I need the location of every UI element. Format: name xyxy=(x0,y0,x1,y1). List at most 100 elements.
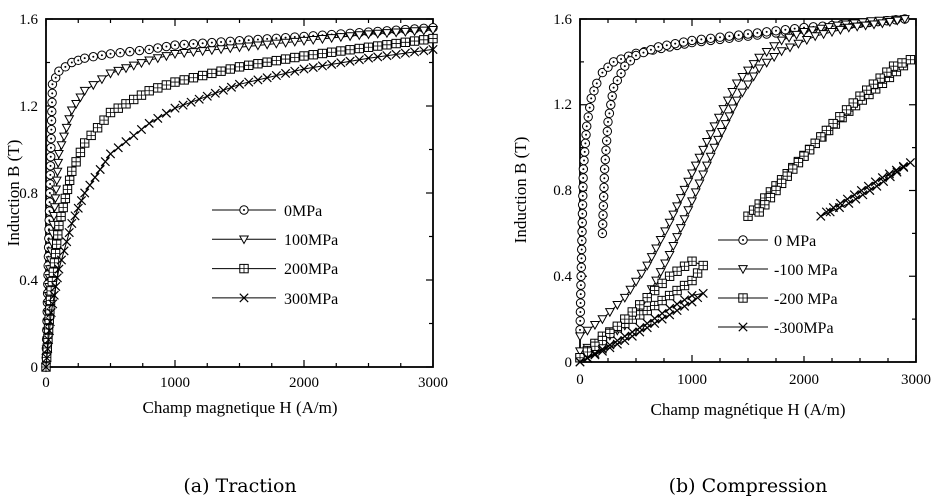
chart-a-series-2-marker-0-39-cross xyxy=(198,71,207,80)
chart-b-series-0-marker-0-11 xyxy=(577,226,587,237)
chart-a-series-2-marker-0-45-cross xyxy=(253,59,263,68)
chart-b-series-0-marker-0-6-dot xyxy=(580,275,583,278)
chart-a-series-0-marker-0-48 xyxy=(179,39,189,50)
chart-b-series-0-marker-0-12-dot xyxy=(581,221,584,224)
chart-b-tick-y-0: 0 xyxy=(565,355,573,371)
chart-a-series-1-marker-0-45-shape xyxy=(188,48,199,58)
chart-a-series-2-marker-0-11-cross xyxy=(50,258,59,268)
chart-b-series-2-marker-1-37-cross xyxy=(828,119,838,128)
chart-b-series-3-marker-0-31 xyxy=(590,348,600,359)
chart-a-series-0-marker-0-55 xyxy=(244,35,254,45)
chart-a-series-0-marker-0-22-dot xyxy=(49,164,52,167)
chart-a-series-0-marker-0-28-dot xyxy=(50,110,53,113)
chart-a-series-1-marker-0-28-shape xyxy=(64,115,75,125)
chart-b-series-1-marker-0-11 xyxy=(646,253,657,263)
chart-a-series-3-marker-0-10 xyxy=(52,273,62,283)
chart-a-series-0-marker-0-19-dot xyxy=(48,192,51,194)
chart-a-series-1-marker-0-41-shape xyxy=(152,54,163,64)
chart-b-series-1-marker-0-19 xyxy=(679,185,690,196)
chart-a-series-0-marker-0-24-dot xyxy=(49,146,52,149)
chart-b-series-1-marker-0-13-shape xyxy=(655,235,666,246)
chart-b-series-0-marker-0-109-dot xyxy=(603,177,606,180)
chart-b-series-1-marker-0-34-shape xyxy=(742,66,754,76)
chart-b-series-1-marker-0-32 xyxy=(731,79,742,89)
chart-b-series-3-marker-1-20 xyxy=(849,190,860,200)
chart-a-series-3-marker-0-5-shape xyxy=(45,317,55,327)
chart-a-series-0-marker-0-54-dot xyxy=(238,39,241,42)
chart-b-series-3-marker-1-18-shape xyxy=(863,181,874,191)
chart-b-legend-marker-3 xyxy=(738,322,748,332)
chart-b-series-0-marker-0-3-dot xyxy=(579,302,582,305)
chart-b-series-0-marker-0-30-dot xyxy=(607,66,609,69)
chart-a-series-2-marker-0-35-cross xyxy=(162,80,171,90)
chart-a-series-0-marker-0-29-dot xyxy=(51,101,54,104)
chart-b-series-3-marker-0-30 xyxy=(597,344,608,354)
chart-b-series-group xyxy=(574,14,916,367)
chart-a-series-3-marker-0-28-shape xyxy=(129,130,139,141)
chart-b-series-1-marker-0-33 xyxy=(737,73,748,83)
chart-a-legend-marker-0-dot xyxy=(243,209,245,211)
chart-b-series-0-marker-0-89 xyxy=(670,38,680,49)
chart-a-series-3-marker-0-23 xyxy=(95,164,105,175)
chart-b-series-0-marker-0-104-dot xyxy=(606,130,609,133)
chart-b-tick-x-3: 3000 xyxy=(901,372,931,388)
chart-a-series-2-marker-0-51 xyxy=(308,50,318,60)
chart-b-series-3-marker-0-33 xyxy=(575,357,585,367)
chart-b-series-3-marker-0-18-shape xyxy=(687,290,697,301)
chart-b-series-2-marker-1-35 xyxy=(841,105,852,115)
chart-a-series-1-marker-0-69-shape xyxy=(409,27,420,37)
chart-b-series-2-marker-1-49 xyxy=(760,200,770,210)
chart-a-series-2-marker-0-41-cross xyxy=(216,67,226,76)
chart-b-series-1-marker-0-75 xyxy=(737,88,748,98)
chart-b-series-0-marker-0-17 xyxy=(578,173,588,183)
chart-a-series-1-marker-0-31-shape xyxy=(75,93,86,103)
chart-b-series-0-marker-0-105-dot xyxy=(605,139,608,142)
chart-a-series-0-marker-0-35-dot xyxy=(70,61,73,64)
chart-a-series-2-marker-0-33-cross xyxy=(145,86,154,95)
chart-a-series-1-marker-0-23-shape xyxy=(53,158,64,168)
chart-b-series-1-marker-0-26 xyxy=(705,130,716,140)
chart-b-series-1-marker-0-82-shape xyxy=(709,143,720,153)
chart-a-series-2-marker-0-34 xyxy=(153,83,163,93)
chart-a-series-2-marker-0-37-cross xyxy=(180,75,189,85)
chart-a-series-2-marker-0-30 xyxy=(121,99,131,109)
chart-a-series-3-marker-0-41 xyxy=(234,79,245,89)
chart-b-series-0-marker-0-87-dot xyxy=(691,39,693,42)
chart-a-series-0-marker-0-26-dot xyxy=(50,128,53,131)
chart-b-series-0-marker-0-76-dot xyxy=(793,27,796,30)
chart-a-tick-y-0: 0 xyxy=(31,360,39,376)
chart-b-series-1-marker-0-21-shape xyxy=(686,169,698,179)
chart-b-tick-y-1: 0.4 xyxy=(553,269,572,285)
chart-a-series-3-marker-0-51 xyxy=(327,59,337,69)
chart-b-series-1-marker-0-23-shape xyxy=(694,153,705,163)
chart-b-series-0-marker-0-93 xyxy=(638,47,649,58)
chart-a-series-3-marker-0-17-shape xyxy=(70,211,80,221)
chart-a-series-2 xyxy=(41,33,438,372)
chart-b-series-1-marker-0-22 xyxy=(690,161,701,171)
chart-b-series-0-marker-0-16-dot xyxy=(581,185,584,188)
chart-a-series-3-marker-0-59-shape xyxy=(400,48,410,58)
chart-b-series-2-marker-0-10 xyxy=(649,300,660,311)
chart-a-series-0-marker-0-43-dot xyxy=(138,49,141,52)
chart-a-series-3-line-0 xyxy=(45,48,434,368)
chart-a-series-3-marker-0-6 xyxy=(46,308,56,318)
chart-b-series-2-marker-1-33 xyxy=(855,91,865,101)
chart-b-series-1-marker-0-80-shape xyxy=(716,128,727,138)
chart-b-series-0-marker-0-13 xyxy=(577,209,588,219)
chart-b-series-3-marker-0-29-shape xyxy=(605,340,615,350)
chart-a-series-3-marker-0-35 xyxy=(186,97,196,107)
chart-b-series-2-marker-0-27-cross xyxy=(620,314,629,324)
chart-a-series-0-marker-0-29 xyxy=(47,97,57,108)
chart-b-series-2-marker-0-20-cross xyxy=(672,267,682,276)
chart-a-series-1-marker-0-50-shape xyxy=(234,43,245,53)
chart-b-series-1-marker-0-67-shape xyxy=(793,39,804,49)
chart-b-series-1-marker-0-70 xyxy=(769,53,780,63)
chart-b-series-2-marker-1-28 xyxy=(888,61,899,71)
chart-a-series-2-marker-0-59 xyxy=(382,40,392,50)
chart-a-series-3-marker-0-22-shape xyxy=(90,172,100,182)
chart-a-series-1-marker-0-60 xyxy=(326,34,337,44)
chart-b-series-1-marker-0-10 xyxy=(642,261,653,271)
chart-a-series-1-marker-0-27-shape xyxy=(61,123,72,133)
chart-b-series-2-marker-0-28-cross xyxy=(613,322,622,331)
chart-a-series-0-marker-0-23 xyxy=(46,152,56,162)
